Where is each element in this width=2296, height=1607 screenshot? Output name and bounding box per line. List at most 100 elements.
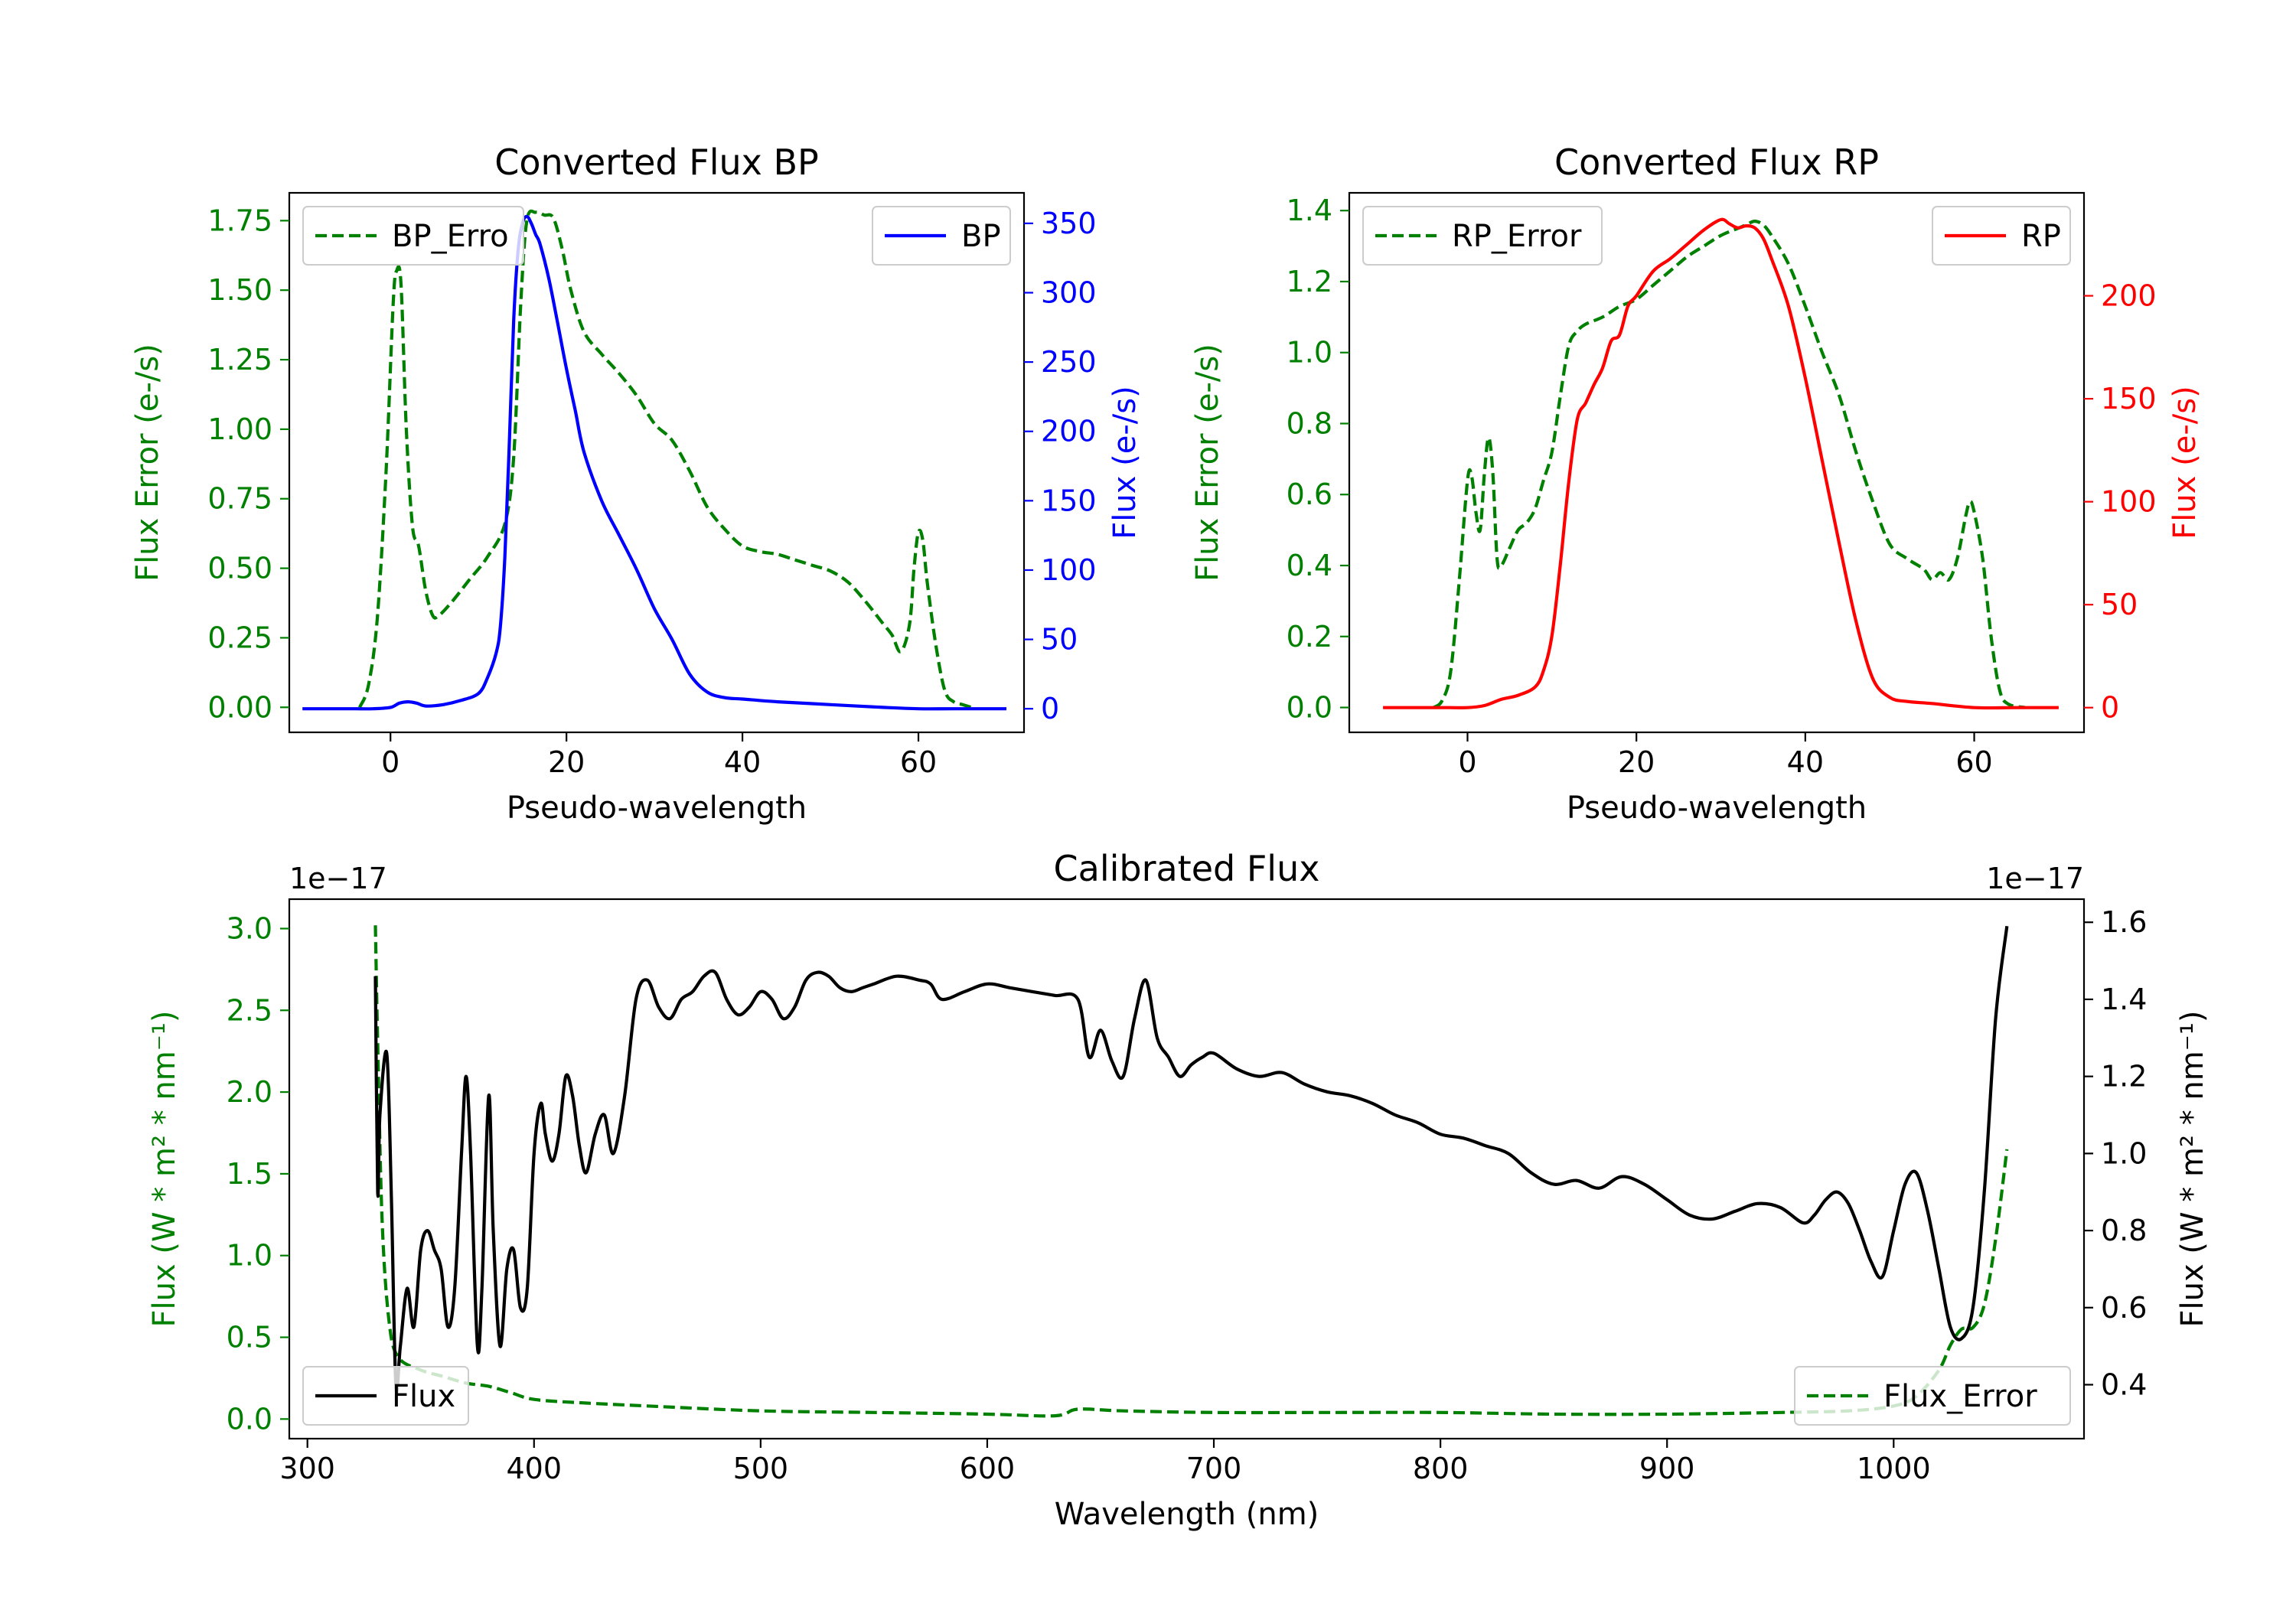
legend-legend-left: RP_Error [1362,206,1603,266]
x-tick-label: 20 [548,745,585,779]
chart-title: Converted Flux BP [494,142,819,183]
chart-title: Converted Flux RP [1554,142,1879,183]
y-right-offset-label: 1e−17 [1986,862,2084,895]
legend-label: BP [961,219,1001,254]
y-right-tick-label: 0 [1041,692,1059,725]
x-tick-label: 300 [279,1452,335,1485]
panel-rp: 0 20 40 60 0.0 0.2 0.4 0.6 0.8 1.0 1.2 1.4 0 50 100 150… [1190,142,2203,826]
y-left-tick-label: 0.75 [207,482,272,516]
y-right-tick-label: 250 [1041,345,1097,379]
series-line-bp-error [358,209,972,709]
x-tick-label: 500 [733,1452,789,1485]
x-tick-label: 1000 [1857,1452,1931,1485]
x-tick-label: 40 [724,745,761,779]
legend-legend-left: Flux [302,1366,469,1426]
y-right-tick-label: 100 [2101,485,2157,519]
series-line-flux [373,926,2009,1394]
series-line-flux-error [373,925,2009,1418]
y-right-tick-label: 0.4 [2101,1368,2147,1402]
y-right-tick-label: 1.4 [2101,983,2147,1016]
legend-legend-left: BP_Erro [302,206,524,266]
y-left-tick-label: 2.5 [227,993,272,1027]
y-left-tick-label: 3.0 [227,911,272,945]
legend-box [302,1366,469,1426]
y-right-tick-label: 50 [2101,588,2138,621]
y-right-tick-label: 1.2 [2101,1060,2147,1094]
y-right-tick-label: 150 [2101,382,2157,416]
y-left-tick-label: 0.0 [227,1402,272,1436]
y-right-tick-label: 50 [1041,623,1078,657]
legend-legend-right: RP [1932,206,2071,266]
y-right-axis-label: Flux (W * m² * nm⁻¹) [2175,1011,2210,1328]
legend-box [1362,206,1603,266]
y-left-tick-label: 1.25 [207,343,272,376]
x-tick-label: 60 [900,745,937,779]
y-right-tick-label: 0.6 [2101,1291,2147,1325]
y-right-axis-label: Flux (e-/s) [1107,386,1143,539]
legend-box [302,206,524,266]
y-left-tick-label: 1.00 [207,412,272,446]
y-left-tick-label: 0.50 [207,552,272,585]
plot-frame [288,898,2086,1440]
x-tick-label: 900 [1639,1452,1695,1485]
legend-box [1794,1366,2071,1426]
legend-legend-right: Flux_Error [1794,1366,2071,1426]
y-left-tick-label: 0.6 [1287,478,1332,511]
y-right-tick-label: 1.0 [2101,1136,2147,1170]
chart-title: Calibrated Flux [1054,848,1320,889]
y-right-tick-label: 0 [2101,691,2119,725]
y-left-tick-label: 1.4 [1287,194,1332,227]
y-right-tick-label: 0.8 [2101,1214,2147,1247]
panel-calibrated: 300 400 500 600 700 800 900 1000 0.0 0.5 1.0 1.5 2.0… [147,848,2210,1532]
series-line-bp [302,214,1006,711]
series-lines [302,209,1006,711]
x-axis-label: Wavelength (nm) [1055,1497,1319,1532]
legend-label: Flux [392,1379,455,1414]
y-left-tick-label: 0.4 [1287,549,1332,582]
y-right-tick-label: 1.6 [2101,905,2147,939]
plot-frame [288,191,1026,734]
panel-bp: 0 20 40 60 0.00 0.25 0.50 0.75 1.00 1.25 1.50 1.75 0… [130,142,1143,826]
y-right-tick-label: 150 [1041,484,1097,517]
legend-legend-right: BP [872,206,1011,266]
y-left-tick-label: 1.2 [1287,265,1332,298]
y-left-tick-label: 1.5 [227,1157,272,1191]
y-left-tick-label: 0.0 [1287,691,1332,725]
x-axis-label: Pseudo-wavelength [507,790,807,826]
y-left-tick-label: 0.2 [1287,620,1332,654]
y-right-tick-label: 350 [1041,207,1097,240]
y-left-tick-label: 1.50 [207,273,272,307]
y-left-tick-label: 1.75 [207,204,272,237]
y-left-axis-label: Flux Error (e-/s) [130,344,165,582]
series-line-rp-error [1433,220,2026,709]
y-right-tick-label: 200 [1041,415,1097,448]
y-right-tick-label: 300 [1041,275,1097,309]
y-left-tick-label: 0.00 [207,690,272,724]
y-left-tick-label: 1.0 [1287,336,1332,370]
legend-label: RP [2021,219,2061,254]
x-tick-label: 700 [1186,1452,1242,1485]
x-tick-label: 40 [1787,745,1824,779]
series-lines [1383,217,2059,710]
x-tick-label: 600 [960,1452,1016,1485]
x-tick-label: 0 [381,745,400,779]
legend-label: BP_Erro [392,219,509,254]
y-left-tick-label: 0.5 [227,1321,272,1354]
x-tick-label: 20 [1618,745,1655,779]
y-right-tick-label: 100 [1041,553,1097,587]
x-tick-label: 60 [1955,745,1992,779]
x-tick-label: 0 [1458,745,1476,779]
y-left-tick-label: 1.0 [227,1239,272,1273]
y-right-axis-label: Flux (e-/s) [2167,386,2203,539]
x-tick-label: 800 [1413,1452,1469,1485]
series-lines [373,925,2009,1418]
y-left-tick-label: 2.0 [227,1075,272,1109]
y-left-axis-label: Flux (W * m² * nm⁻¹) [147,1011,182,1328]
series-line-rp [1383,217,2059,710]
legend-label: Flux_Error [1883,1379,2037,1414]
plot-frame [1348,191,2086,734]
y-left-offset-label: 1e−17 [289,862,387,895]
y-left-axis-label: Flux Error (e-/s) [1190,344,1225,582]
y-right-tick-label: 200 [2101,279,2157,313]
